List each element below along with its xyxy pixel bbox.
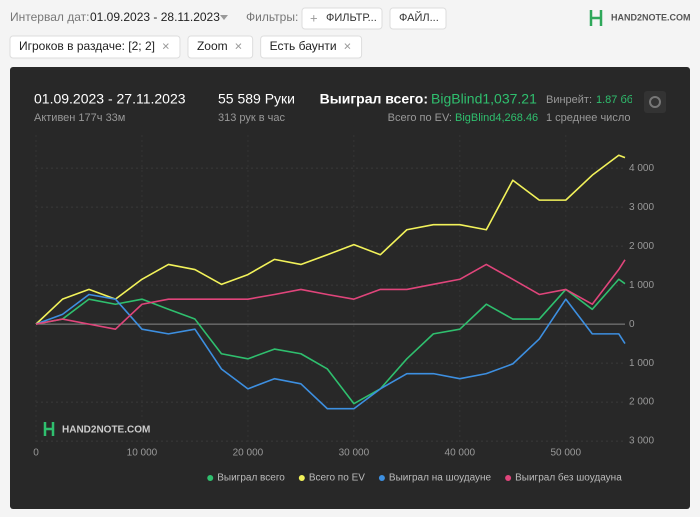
dropdown-arrow[interactable] bbox=[220, 15, 228, 20]
series-line bbox=[35, 154, 626, 325]
ev-label: Всего по EV: bbox=[388, 112, 452, 124]
date-range[interactable]: 01.09.2023 - 28.11.2023 bbox=[90, 10, 220, 24]
chip[interactable] bbox=[9, 35, 181, 59]
y-tick-label: 3 000 bbox=[629, 202, 654, 213]
series-line bbox=[35, 278, 626, 405]
legend-marker bbox=[207, 475, 214, 481]
legend-marker bbox=[298, 475, 305, 481]
average: 1 среднее число bbox=[546, 112, 631, 124]
chip-label[interactable]: Zoom bbox=[197, 39, 228, 53]
active-time: Активен 177ч 33м bbox=[34, 112, 125, 124]
hands: 55 589 Руки bbox=[218, 91, 295, 107]
legend-label: Выиграл всего bbox=[217, 473, 285, 484]
winrate-label: Винрейт: bbox=[546, 94, 592, 106]
filters-label: Фильтры: bbox=[246, 10, 298, 24]
filter-button[interactable] bbox=[301, 7, 383, 30]
date-label: Интервал дат: bbox=[10, 10, 89, 24]
series-line bbox=[35, 293, 626, 410]
y-tick-label: 0 bbox=[629, 319, 635, 330]
x-tick-label: 50 000 bbox=[550, 448, 581, 459]
hands-rate: 313 рук в час bbox=[218, 112, 286, 124]
chip-label[interactable]: Есть баунти bbox=[270, 39, 337, 53]
legend-marker bbox=[505, 475, 512, 481]
chip-close[interactable]: × bbox=[344, 38, 352, 53]
y-tick-label: 2 000 bbox=[629, 241, 654, 252]
x-tick-label: 40 000 bbox=[445, 448, 476, 459]
watermark: HAND2NOTE.COM bbox=[62, 425, 150, 436]
legend-marker bbox=[378, 475, 385, 481]
x-tick-label: 0 bbox=[33, 448, 39, 459]
ev-value: BigBlind4,268.46 bbox=[455, 112, 538, 124]
file-button-label[interactable]: ФАЙЛ... bbox=[399, 11, 439, 24]
settings-icon[interactable] bbox=[649, 96, 661, 108]
y-tick-label: 1 000 bbox=[629, 280, 654, 291]
legend: Выиграл всего Всего по EV Выиграл на шоуда… bbox=[207, 472, 622, 484]
period: 01.09.2023 - 27.11.2023 bbox=[34, 91, 186, 107]
chip-close[interactable]: × bbox=[162, 38, 170, 53]
y-tick-label: 1 000 bbox=[629, 358, 654, 369]
winrate-value: 1.87 бб bbox=[596, 94, 633, 106]
settings-button[interactable] bbox=[644, 91, 666, 113]
logo: HAND2NOTE.COM bbox=[611, 12, 691, 22]
y-tick-label: 4 000 bbox=[629, 163, 654, 174]
chip[interactable] bbox=[260, 35, 363, 59]
x-tick-label: 10 000 bbox=[127, 448, 158, 459]
chip-close[interactable]: × bbox=[235, 38, 243, 53]
watermark-icon bbox=[43, 422, 55, 436]
x-tick-label: 30 000 bbox=[339, 448, 370, 459]
filter-button-label[interactable]: ФИЛЬТР... bbox=[326, 12, 377, 24]
logo-icon bbox=[589, 10, 603, 26]
series-line bbox=[35, 259, 626, 330]
y-tick-label: 3 000 bbox=[629, 436, 654, 447]
chip-label[interactable]: Игроков в раздаче: [2; 2] bbox=[19, 39, 155, 53]
y-tick-label: 2 000 bbox=[629, 397, 654, 408]
legend-label: Выиграл без шоудауна bbox=[515, 472, 622, 484]
won-label: Выиграл всего: bbox=[320, 91, 428, 107]
legend-label: Выиграл на шоудауне bbox=[389, 473, 492, 484]
legend-label: Всего по EV bbox=[309, 473, 365, 484]
plus-icon: + bbox=[310, 10, 318, 25]
won-value: BigBlind1,037.21 bbox=[431, 91, 537, 107]
chip[interactable] bbox=[187, 35, 254, 59]
file-button[interactable] bbox=[389, 7, 447, 30]
x-tick-label: 20 000 bbox=[233, 448, 264, 459]
chart-panel bbox=[10, 67, 690, 509]
